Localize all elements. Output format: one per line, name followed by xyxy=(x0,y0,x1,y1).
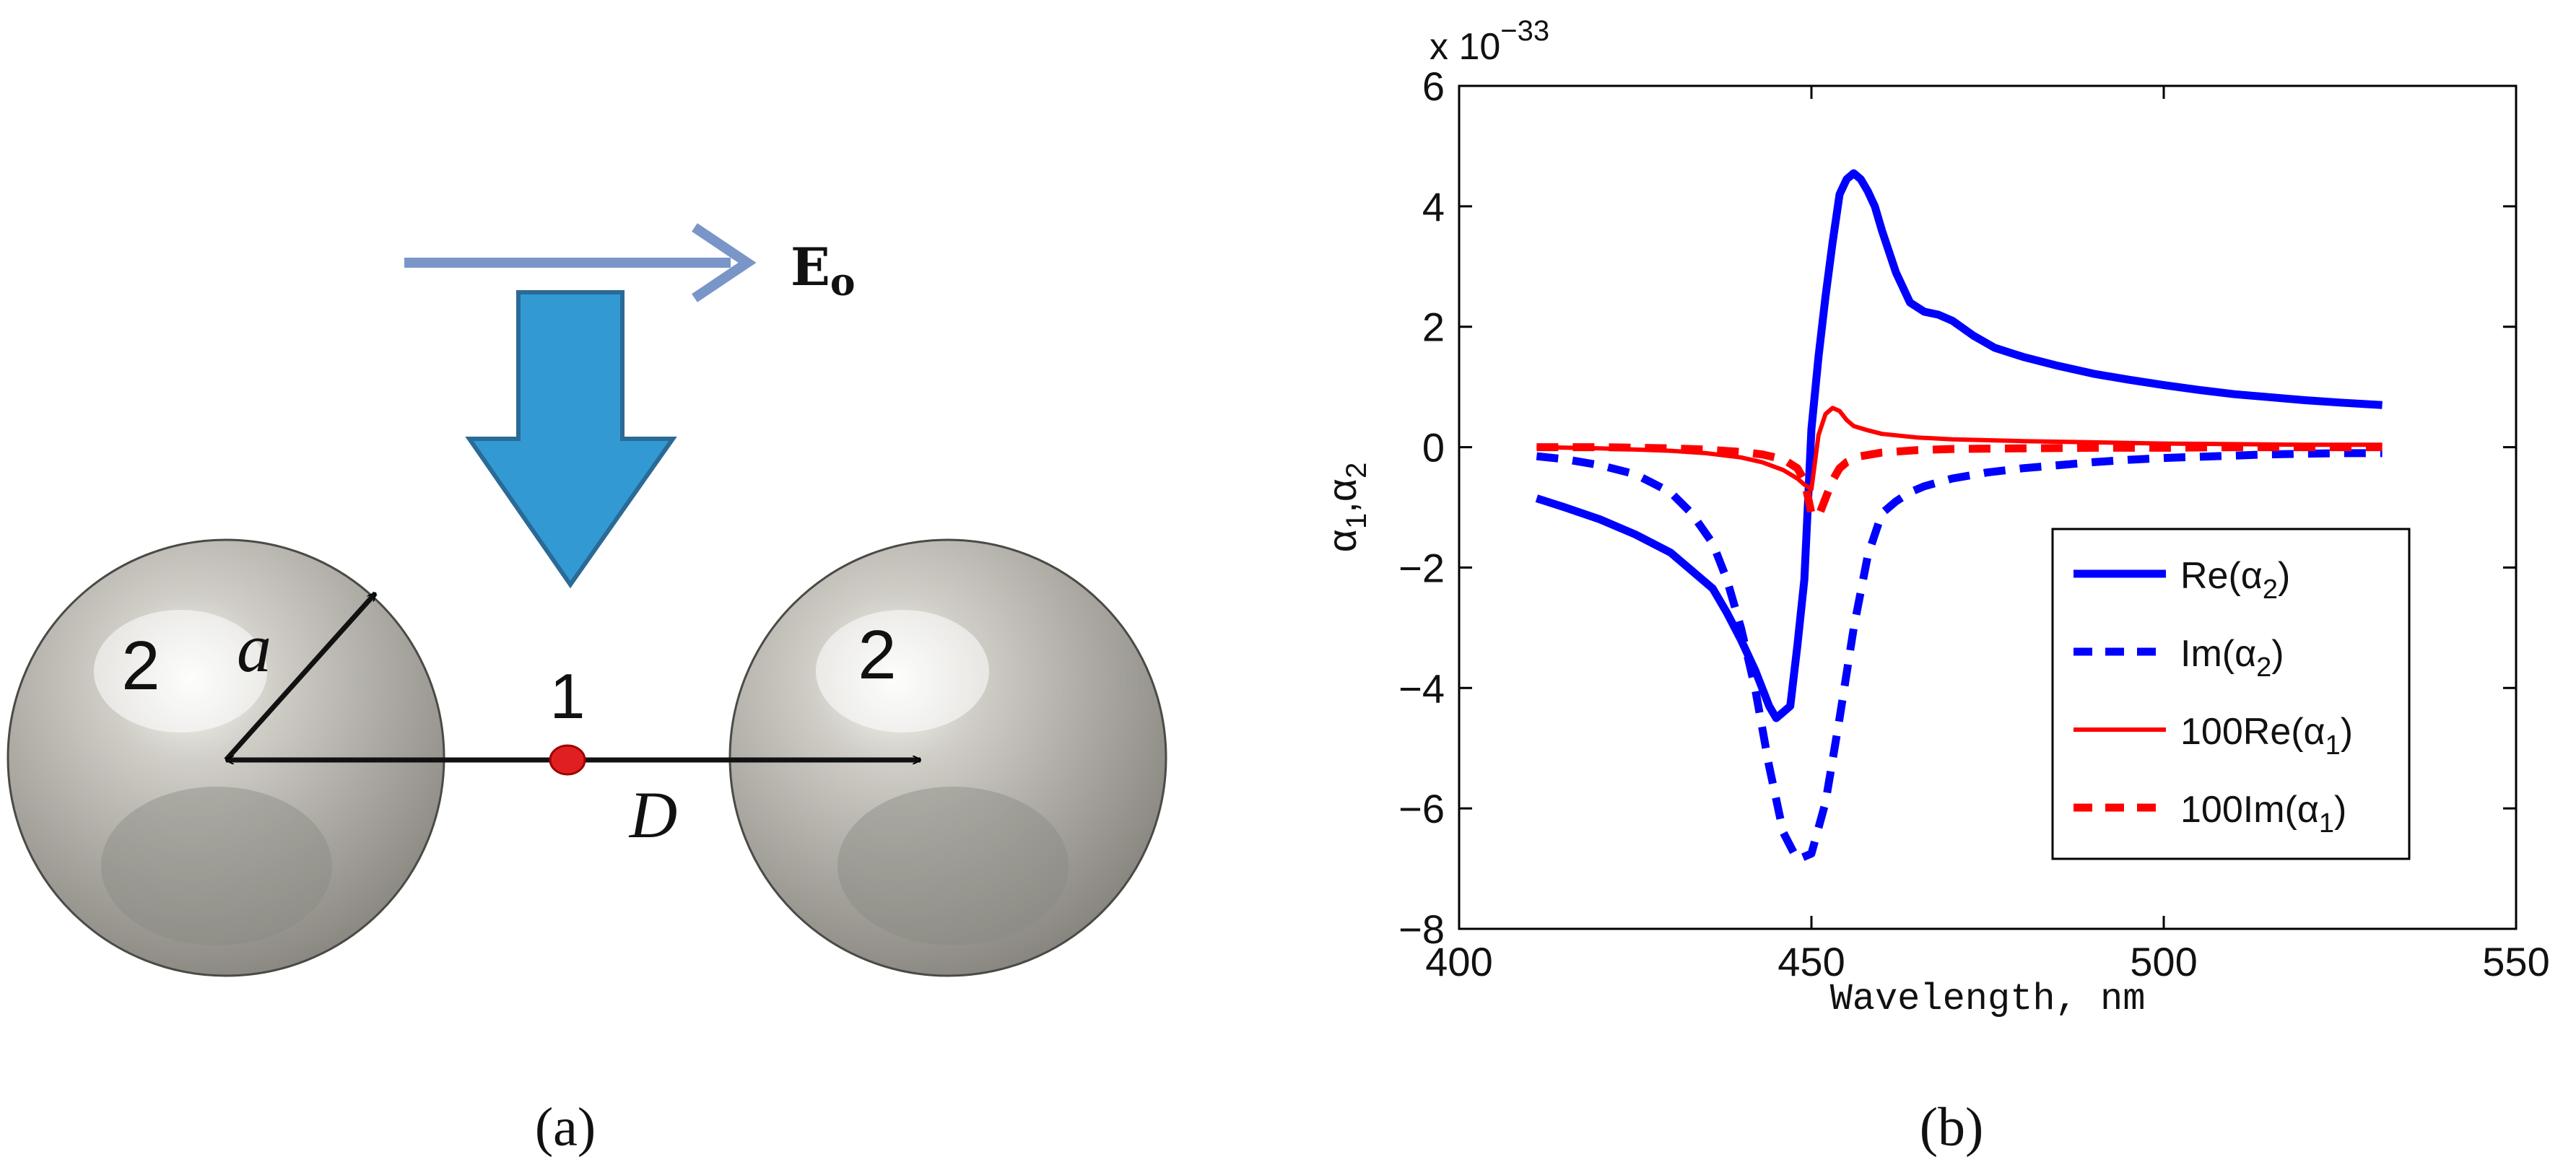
distance-label: D xyxy=(628,778,677,852)
series-layer xyxy=(1535,169,2383,864)
caption-a: (a) xyxy=(535,1097,596,1158)
legend: Re(α2) Im(α2) 100Re(α1) 100Im(α1) xyxy=(2051,528,2411,860)
sphere-left-label: 2 xyxy=(121,627,160,704)
legend-label: 100Re(α1) xyxy=(2180,711,2353,761)
series-line-4 xyxy=(1536,443,2383,520)
sphere-right-label: 2 xyxy=(858,616,896,694)
radius-arrow xyxy=(224,593,378,762)
y-tick-label: −4 xyxy=(1398,665,1445,711)
y-tick-label: 6 xyxy=(1422,64,1445,109)
y-axis-label: α1,α2 xyxy=(1319,463,1372,553)
x-axis-label: Wavelength, nm xyxy=(1830,978,2146,1020)
y-tick-label: 0 xyxy=(1422,425,1445,471)
propagation-arrow xyxy=(465,290,677,589)
caption-b: (b) xyxy=(1920,1097,1984,1158)
scale-label: x 10−33 xyxy=(1430,15,1549,68)
y-tick-label: −8 xyxy=(1398,906,1445,952)
field-arrow xyxy=(404,223,757,302)
center-label: 1 xyxy=(550,660,586,732)
series-line-3 xyxy=(1536,406,2383,491)
x-tick-label: 400 xyxy=(1425,939,1492,984)
y-tick-label: 2 xyxy=(1422,305,1445,350)
series-line-1 xyxy=(1535,169,2383,722)
series-line-2 xyxy=(1536,449,2383,864)
legend-label: 100Im(α1) xyxy=(2180,789,2346,839)
y-tick-label: 4 xyxy=(1422,184,1445,230)
panel-b-chart: 400 450 500 550 −8 −6 −4 −2 0 2 4 6 x 10−33 Wavelen… xyxy=(1319,15,2550,1158)
tick-layer: 400 450 500 550 −8 −6 −4 −2 0 2 4 6 xyxy=(1398,64,2550,984)
center-particle xyxy=(549,744,586,776)
x-tick-label: 500 xyxy=(2130,939,2197,984)
radius-label: a xyxy=(237,609,271,686)
field-label: Eo xyxy=(791,236,856,305)
y-tick-label: −6 xyxy=(1398,786,1445,831)
x-tick-label: 450 xyxy=(1777,939,1845,984)
sphere-right xyxy=(728,538,1167,977)
legend-label: Im(α2) xyxy=(2180,633,2284,683)
panel-a-schematic: Eo 2 2 1 a D (a) xyxy=(6,223,1167,1158)
y-tick-label: −2 xyxy=(1398,545,1445,590)
x-tick-label: 550 xyxy=(2482,939,2549,984)
legend-label: Re(α2) xyxy=(2180,555,2290,605)
